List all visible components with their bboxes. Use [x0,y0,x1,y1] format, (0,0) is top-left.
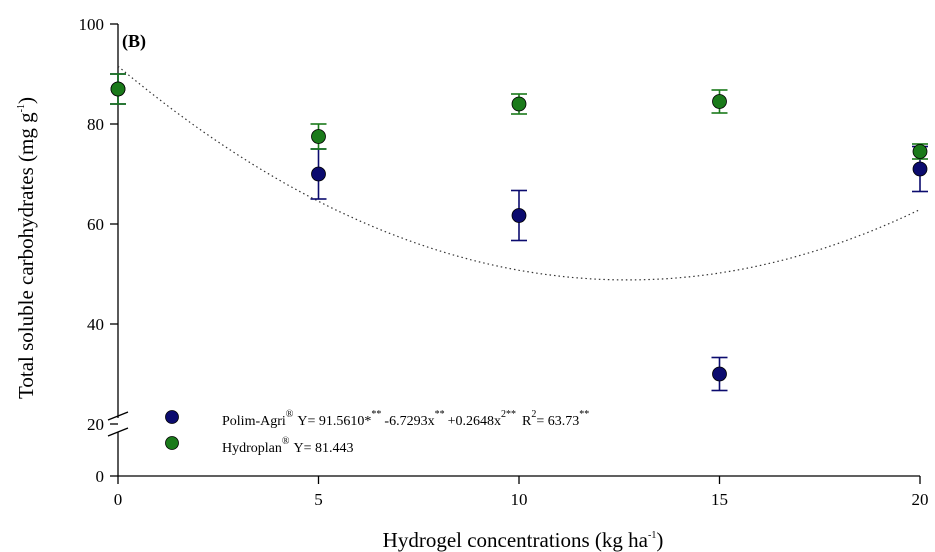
y-axis-title-end: ) [14,97,38,104]
data-point-hydroplan [311,129,326,144]
legend-eq-polim-agri-sup3: 2** [501,409,516,420]
y-tick-label: 0 [96,467,105,486]
axis-break-mark-2 [107,427,129,437]
y-axis-title-sup: -1 [16,104,27,112]
legend-eq-polim-agri-prefix: Y= 91.5610* [297,414,371,429]
y-tick-label: 60 [87,215,104,234]
ticks-layer: 0 5 10 15 20 0 20 40 60 80 100 [79,15,929,509]
x-tick-label: 15 [711,490,728,509]
x-tick-label: 0 [114,490,123,509]
legend-eq-hydroplan: Y= 81.443 [294,441,354,456]
y-tick-label: 80 [87,115,104,134]
legend-eq-polim-agri-sup2: ** [435,409,445,420]
legend-marker-hydroplan [165,436,179,450]
panel-label: (B) [122,31,146,52]
data-point-polim-agri [311,166,326,182]
legend: Polim-Agri® Y= 91.5610*** -6.7293x** +0.264… [165,409,589,456]
data-point-hydroplan [712,94,727,109]
legend-eq-polim-agri-mid3: R [522,414,532,429]
x-tick-label: 20 [912,490,929,509]
data-point-hydroplan [110,81,126,97]
legend-entry-hydroplan: Hydroplan® Y= 81.443 [222,436,354,456]
legend-name-hydroplan: Hydroplan [222,441,282,456]
x-tick-label: 5 [314,490,323,509]
data-point-polim-agri [511,208,527,223]
legend-eq-polim-agri-mid2: +0.2648x [448,414,501,429]
legend-reg-polim-agri: ® [286,409,294,420]
x-axis-title-end: ) [656,528,663,552]
data-point-hydroplan [511,96,527,112]
x-axis-title: Hydrogel concentrations (kg ha-1) [383,528,664,552]
y-axis-title: Total soluble carbohydrates (mg g-1) [14,97,38,399]
legend-eq-polim-agri-sup4: 2 [531,409,536,420]
legend-eq-polim-agri-sup1: ** [371,409,381,420]
y-tick-label: 40 [87,315,104,334]
y-axis-title-text: Total soluble carbohydrates (mg g [14,112,38,399]
x-tick-label: 10 [511,490,528,509]
y-tick-label: 20 [87,415,104,434]
legend-marker-polim-agri [165,410,179,424]
fit-curve-polim-agri [117,65,921,281]
points-layer [110,73,928,392]
legend-name-polim-agri: Polim-Agri [222,414,286,429]
data-point-hydroplan [912,144,928,159]
legend-eq-polim-agri-sup5: ** [579,409,589,420]
legend-eq-polim-agri-mid4: = 63.73 [536,414,579,429]
axis-break-mark-1 [107,411,129,421]
data-point-polim-agri [712,366,727,382]
x-axis-title-text: Hydrogel concentrations (kg ha [383,528,649,552]
x-axis-title-sup: -1 [648,530,656,541]
legend-eq-polim-agri-mid1: -6.7293x [384,414,434,429]
legend-reg-hydroplan: ® [282,436,290,447]
data-point-polim-agri [912,161,928,177]
y-tick-label: 100 [79,15,105,34]
fit-layer [117,65,921,281]
legend-entry-polim-agri: Polim-Agri® Y= 91.5610*** -6.7293x** +0.264… [222,409,589,429]
